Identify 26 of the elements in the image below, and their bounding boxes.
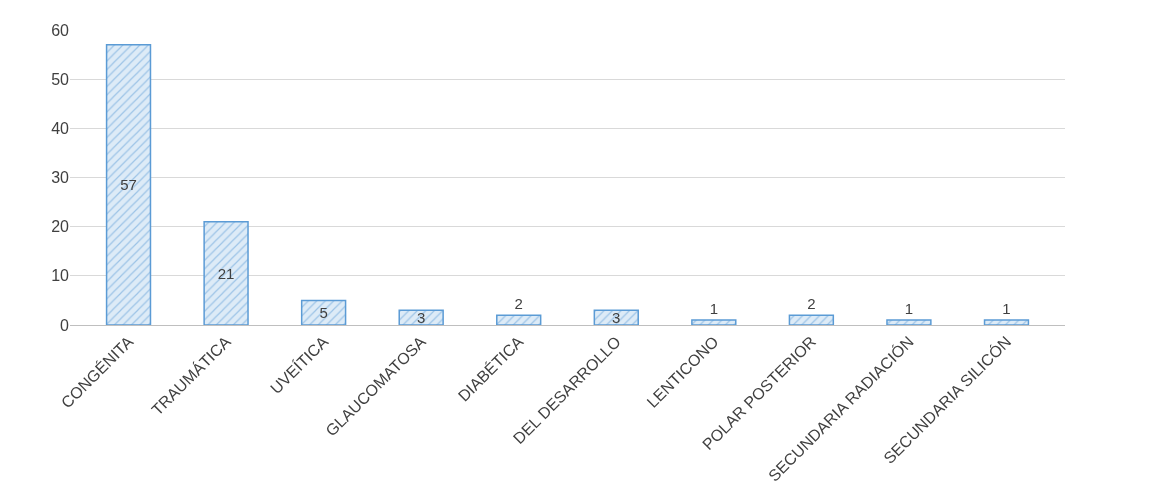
bar [203, 221, 249, 325]
y-tick-label: 60 [51, 21, 70, 39]
data-label: 1 [904, 300, 914, 318]
data-label: 57 [120, 176, 137, 194]
bar [398, 309, 444, 325]
data-label: 2 [514, 295, 523, 313]
y-tick-label: 50 [51, 70, 70, 88]
bar [983, 319, 1030, 325]
data-label: 1 [709, 300, 718, 318]
data-label: 2 [807, 295, 816, 313]
bar [691, 319, 737, 325]
bar [496, 314, 542, 325]
y-tick-label: 10 [51, 267, 70, 285]
data-label: 1 [1002, 300, 1011, 318]
y-tick-label: 0 [60, 316, 70, 334]
bar [300, 299, 347, 325]
y-tick-label: 30 [51, 169, 70, 187]
y-tick-label: 40 [51, 119, 70, 137]
data-label: 21 [217, 264, 235, 282]
bar [105, 44, 152, 325]
data-label: 3 [417, 309, 426, 327]
data-label: 3 [612, 309, 621, 327]
data-label: 5 [319, 304, 328, 322]
bar [886, 319, 932, 325]
bar [788, 314, 835, 325]
y-tick-label: 20 [51, 218, 70, 236]
